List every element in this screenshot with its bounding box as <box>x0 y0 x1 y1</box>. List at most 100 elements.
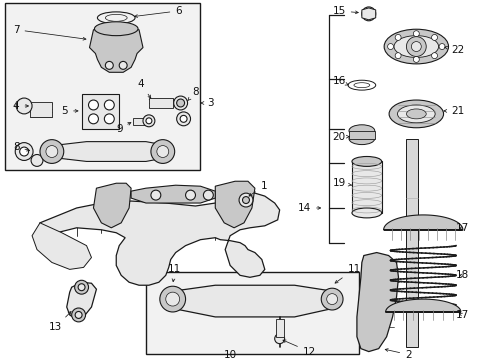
Bar <box>351 161 381 213</box>
Bar <box>81 94 119 129</box>
Bar <box>133 118 147 125</box>
Circle shape <box>75 280 88 294</box>
Text: 21: 21 <box>443 106 464 116</box>
Circle shape <box>361 7 375 21</box>
Circle shape <box>410 42 421 51</box>
Polygon shape <box>93 183 131 228</box>
Circle shape <box>104 100 114 110</box>
Text: 10: 10 <box>223 350 236 360</box>
Bar <box>406 139 417 347</box>
Circle shape <box>326 294 337 305</box>
Circle shape <box>176 99 184 107</box>
Polygon shape <box>131 185 215 203</box>
Circle shape <box>173 96 187 110</box>
Circle shape <box>239 193 252 207</box>
Circle shape <box>151 190 161 200</box>
Circle shape <box>88 100 98 110</box>
Ellipse shape <box>94 22 138 36</box>
Polygon shape <box>356 253 398 352</box>
Ellipse shape <box>393 36 438 58</box>
Ellipse shape <box>384 29 447 64</box>
Text: 11: 11 <box>334 264 360 283</box>
Ellipse shape <box>105 14 127 21</box>
Polygon shape <box>361 8 375 20</box>
Circle shape <box>104 114 114 124</box>
Text: 17: 17 <box>455 223 468 233</box>
Bar <box>30 102 52 117</box>
Text: 20: 20 <box>332 132 348 142</box>
Text: 13: 13 <box>49 311 71 332</box>
Text: 19: 19 <box>332 178 351 188</box>
Polygon shape <box>215 181 254 228</box>
Text: 16: 16 <box>332 76 348 86</box>
Circle shape <box>394 35 400 40</box>
Polygon shape <box>165 285 338 317</box>
Text: 14: 14 <box>297 203 320 213</box>
Text: 4: 4 <box>13 101 28 111</box>
Circle shape <box>40 140 63 163</box>
Circle shape <box>321 288 343 310</box>
Circle shape <box>20 147 28 156</box>
Bar <box>348 131 374 139</box>
Circle shape <box>46 145 58 157</box>
Polygon shape <box>383 215 462 230</box>
Bar <box>149 98 172 108</box>
Text: 12: 12 <box>283 340 315 357</box>
Circle shape <box>431 53 437 59</box>
Ellipse shape <box>397 105 434 123</box>
Ellipse shape <box>353 83 369 87</box>
Text: 8: 8 <box>13 141 29 152</box>
Circle shape <box>242 197 249 203</box>
Polygon shape <box>385 299 460 312</box>
Polygon shape <box>32 223 91 269</box>
Bar <box>5 3 200 170</box>
Circle shape <box>157 145 168 157</box>
Circle shape <box>180 116 187 122</box>
Ellipse shape <box>351 208 381 218</box>
Circle shape <box>15 143 33 161</box>
Text: 9: 9 <box>116 122 131 134</box>
Circle shape <box>394 53 400 59</box>
Circle shape <box>438 44 444 50</box>
Ellipse shape <box>351 157 381 166</box>
Text: 6: 6 <box>134 6 182 17</box>
Text: 4: 4 <box>138 79 150 98</box>
Polygon shape <box>89 30 142 72</box>
Ellipse shape <box>406 109 426 119</box>
Circle shape <box>274 334 284 344</box>
Text: 5: 5 <box>61 106 78 116</box>
Circle shape <box>142 115 155 127</box>
Polygon shape <box>37 193 279 285</box>
Bar <box>145 273 358 354</box>
Circle shape <box>151 140 174 163</box>
Text: 17: 17 <box>455 310 468 320</box>
Text: 3: 3 <box>201 98 213 108</box>
Circle shape <box>72 308 85 322</box>
Circle shape <box>185 190 195 200</box>
Circle shape <box>75 311 82 318</box>
Text: 22: 22 <box>444 45 464 54</box>
Ellipse shape <box>388 100 443 128</box>
Ellipse shape <box>348 133 374 145</box>
Circle shape <box>165 292 179 306</box>
Text: 7: 7 <box>13 25 86 40</box>
Text: 11: 11 <box>168 264 181 282</box>
Bar <box>275 319 283 337</box>
Text: 2: 2 <box>385 348 411 360</box>
Text: 8: 8 <box>187 87 199 101</box>
Ellipse shape <box>348 125 374 137</box>
Circle shape <box>16 98 32 114</box>
Circle shape <box>88 114 98 124</box>
Circle shape <box>406 37 426 57</box>
Circle shape <box>31 154 43 166</box>
Circle shape <box>145 118 152 124</box>
Text: 1: 1 <box>248 181 266 196</box>
Circle shape <box>119 62 127 69</box>
Circle shape <box>412 31 418 37</box>
Polygon shape <box>44 141 172 161</box>
Circle shape <box>176 112 190 126</box>
Circle shape <box>78 284 85 291</box>
Circle shape <box>412 57 418 62</box>
Text: 15: 15 <box>332 6 358 16</box>
Circle shape <box>431 35 437 40</box>
